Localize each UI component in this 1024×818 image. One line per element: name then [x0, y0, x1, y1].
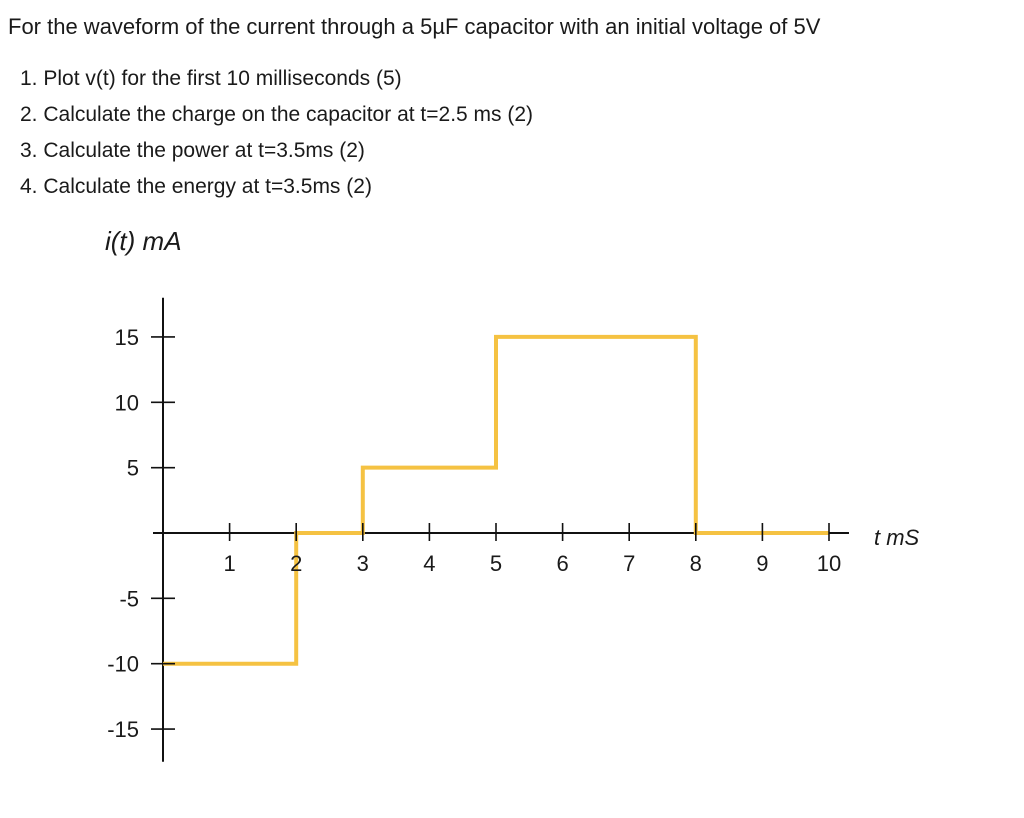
question-item: 2. Calculate the charge on the capacitor… [20, 103, 534, 126]
y-tick-label: 5 [127, 456, 139, 481]
x-tick-label: 5 [490, 551, 502, 576]
chart-series-layer [163, 334, 829, 666]
current-series-line [163, 334, 829, 666]
question-item: 1. Plot v(t) for the first 10 millisecon… [20, 67, 402, 90]
chart-ticks-layer: 1 2 3 4 5 6 7 8 9 10 15 10 5 -5 -10 -15 [107, 325, 841, 742]
problem-intro: For the waveform of the current through … [8, 14, 821, 39]
x-tick-label: 7 [623, 551, 635, 576]
x-axis-label: t mS [874, 525, 920, 550]
question-item: 3. Calculate the power at t=3.5ms (2) [20, 139, 365, 162]
question-item: 4. Calculate the energy at t=3.5ms (2) [20, 175, 372, 198]
x-tick-label: 2 [290, 551, 302, 576]
y-tick-label: 15 [115, 325, 139, 350]
y-tick-label: -5 [119, 586, 139, 611]
y-tick-label: 10 [115, 390, 139, 415]
y-axis-label: i(t) mA [105, 226, 182, 256]
x-tick-label: 8 [690, 551, 702, 576]
y-tick-label: -15 [107, 717, 139, 742]
y-tick-label: -10 [107, 652, 139, 677]
question-list: 1. Plot v(t) for the first 10 millisecon… [20, 64, 533, 208]
x-tick-label: 1 [223, 551, 235, 576]
x-tick-label: 10 [817, 551, 841, 576]
x-tick-label: 4 [423, 551, 435, 576]
x-tick-label: 9 [756, 551, 768, 576]
x-tick-label: 3 [357, 551, 369, 576]
chart-axes [153, 297, 849, 762]
x-tick-label: 6 [556, 551, 568, 576]
